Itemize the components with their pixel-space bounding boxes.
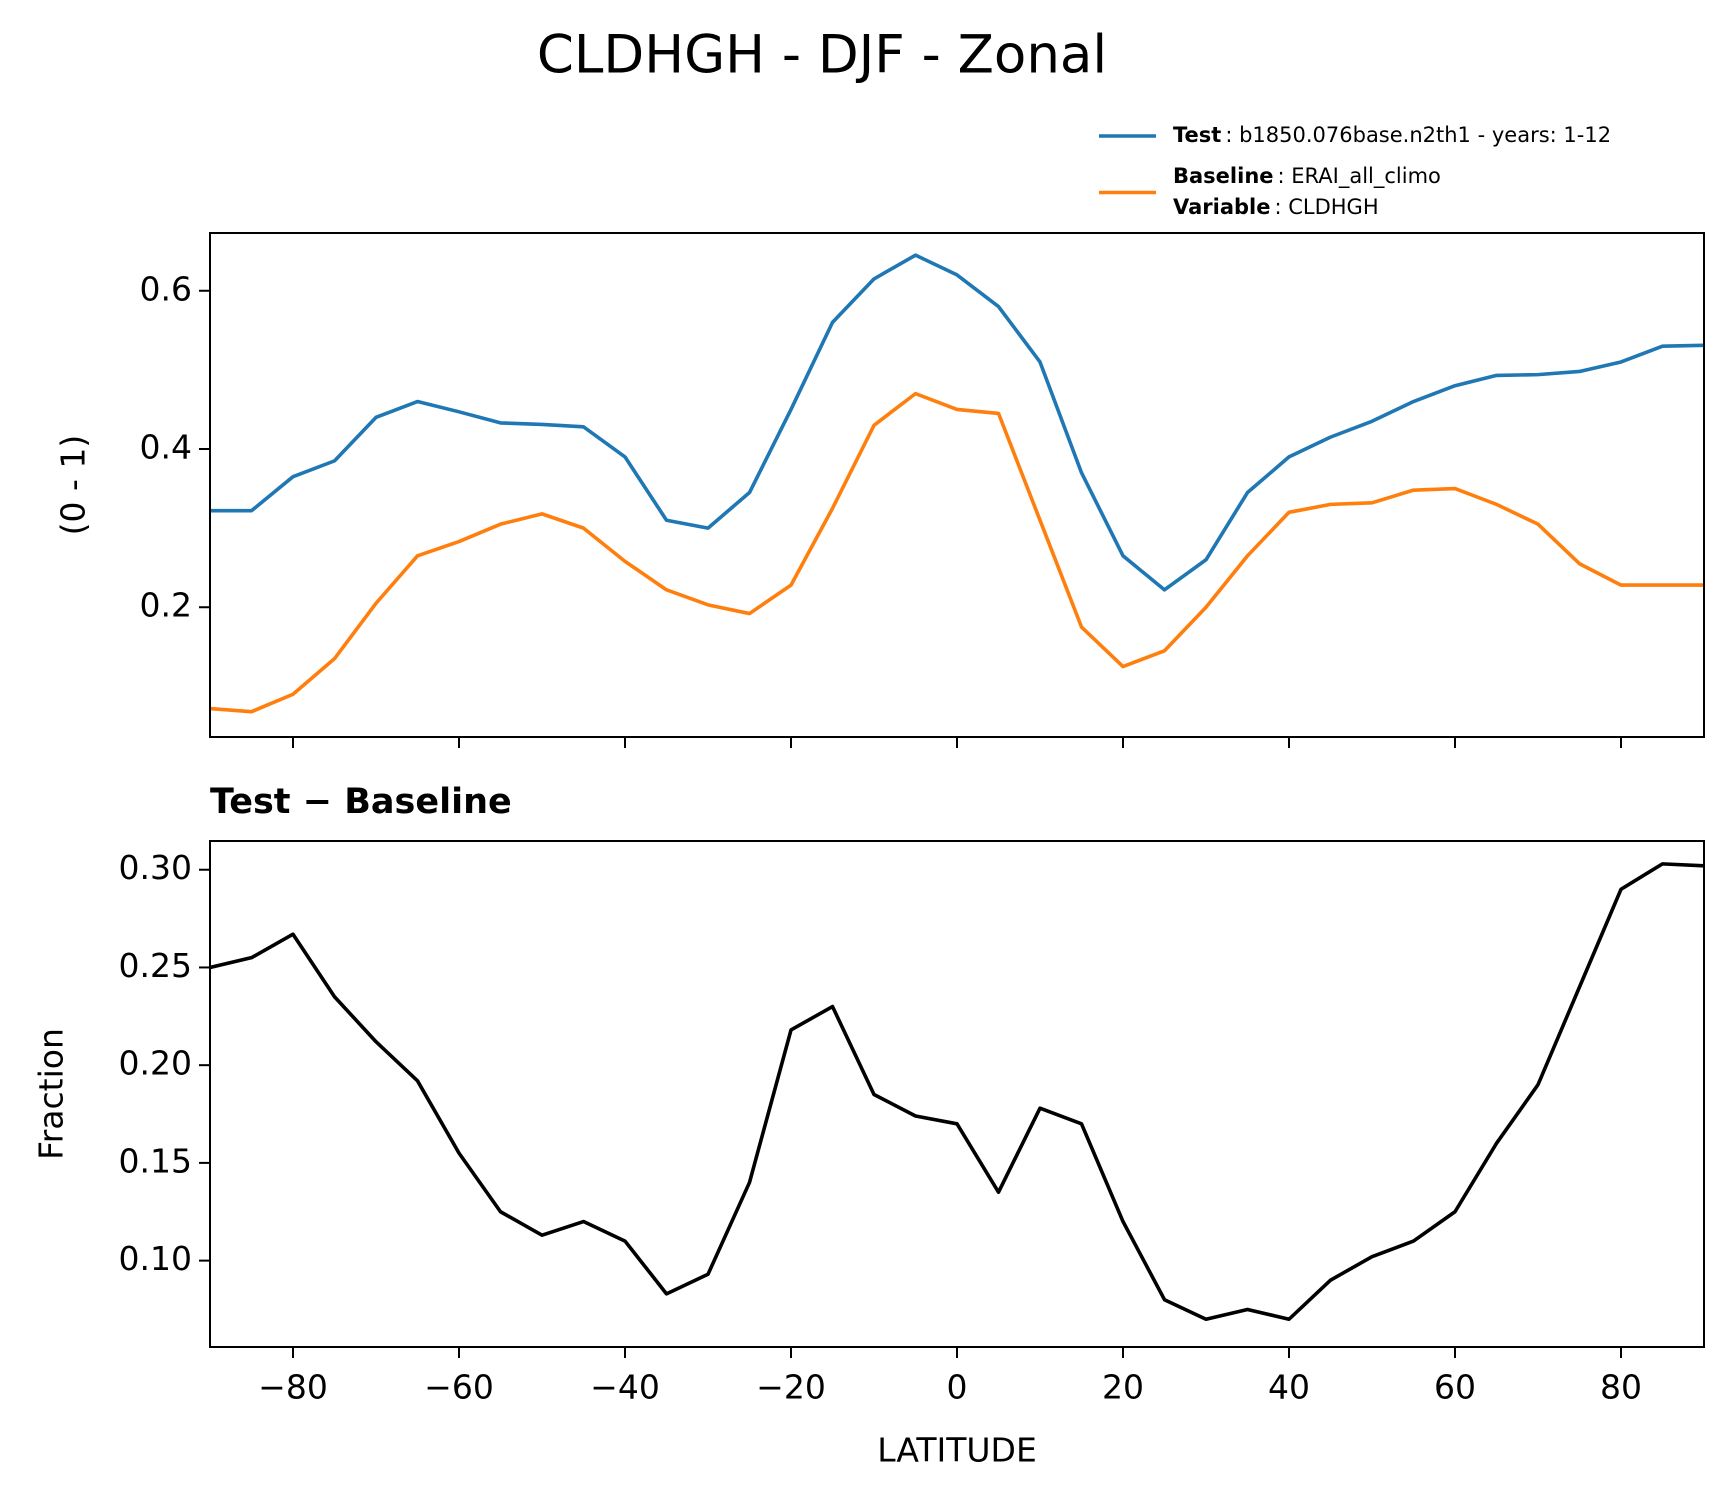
x-tick-label: −40	[590, 1368, 660, 1407]
legend-label: Test: b1850.076base.n2th1 - years: 1-12	[1173, 123, 1611, 147]
legend-text: : CLDHGH	[1274, 195, 1378, 219]
legend-text: : ERAI_all_climo	[1278, 164, 1441, 189]
legend-key: Baseline	[1173, 164, 1274, 188]
axes-frame	[209, 232, 1705, 738]
figure-title: CLDHGH - DJF - Zonal	[537, 25, 1107, 86]
y-tick-label: 0.30	[119, 848, 192, 887]
x-tick-label: −80	[258, 1368, 328, 1407]
x-tick-label: 80	[1600, 1368, 1642, 1407]
legend-label: Baseline: ERAI_all_climo	[1173, 164, 1441, 189]
series-line	[210, 862, 1704, 1322]
y-tick-label: 0.4	[140, 428, 192, 467]
axes-frame	[209, 840, 1705, 1348]
plot-area	[210, 253, 1704, 714]
x-tick-label: 40	[1268, 1368, 1310, 1407]
y-axis-label: Fraction	[32, 1028, 71, 1160]
y-tick-label: 0.25	[119, 946, 192, 985]
y-tick-label: 0.2	[140, 586, 192, 625]
series-line	[210, 253, 1704, 592]
y-tick-label: 0.20	[119, 1044, 192, 1083]
y-tick-label: 0.10	[119, 1239, 192, 1278]
x-tick-label: 20	[1102, 1368, 1144, 1407]
legend-key: Variable	[1173, 195, 1270, 219]
x-tick-label: −60	[424, 1368, 494, 1407]
series-line	[210, 391, 1704, 714]
x-tick-label: 60	[1434, 1368, 1476, 1407]
x-tick-label: 0	[947, 1368, 968, 1407]
y-axis-label: (0 - 1)	[54, 435, 93, 536]
legend-text: : b1850.076base.n2th1 - years: 1-12	[1225, 123, 1611, 147]
y-tick-label: 0.15	[119, 1141, 192, 1180]
y-tick-label: 0.6	[140, 269, 192, 308]
legend-key: Test	[1173, 123, 1221, 147]
subplot-title: Test − Baseline	[210, 782, 512, 822]
plot-area	[210, 862, 1704, 1322]
legend-label: Variable: CLDHGH	[1173, 195, 1379, 219]
x-axis-label: LATITUDE	[877, 1431, 1037, 1470]
x-tick-label: −20	[756, 1368, 826, 1407]
